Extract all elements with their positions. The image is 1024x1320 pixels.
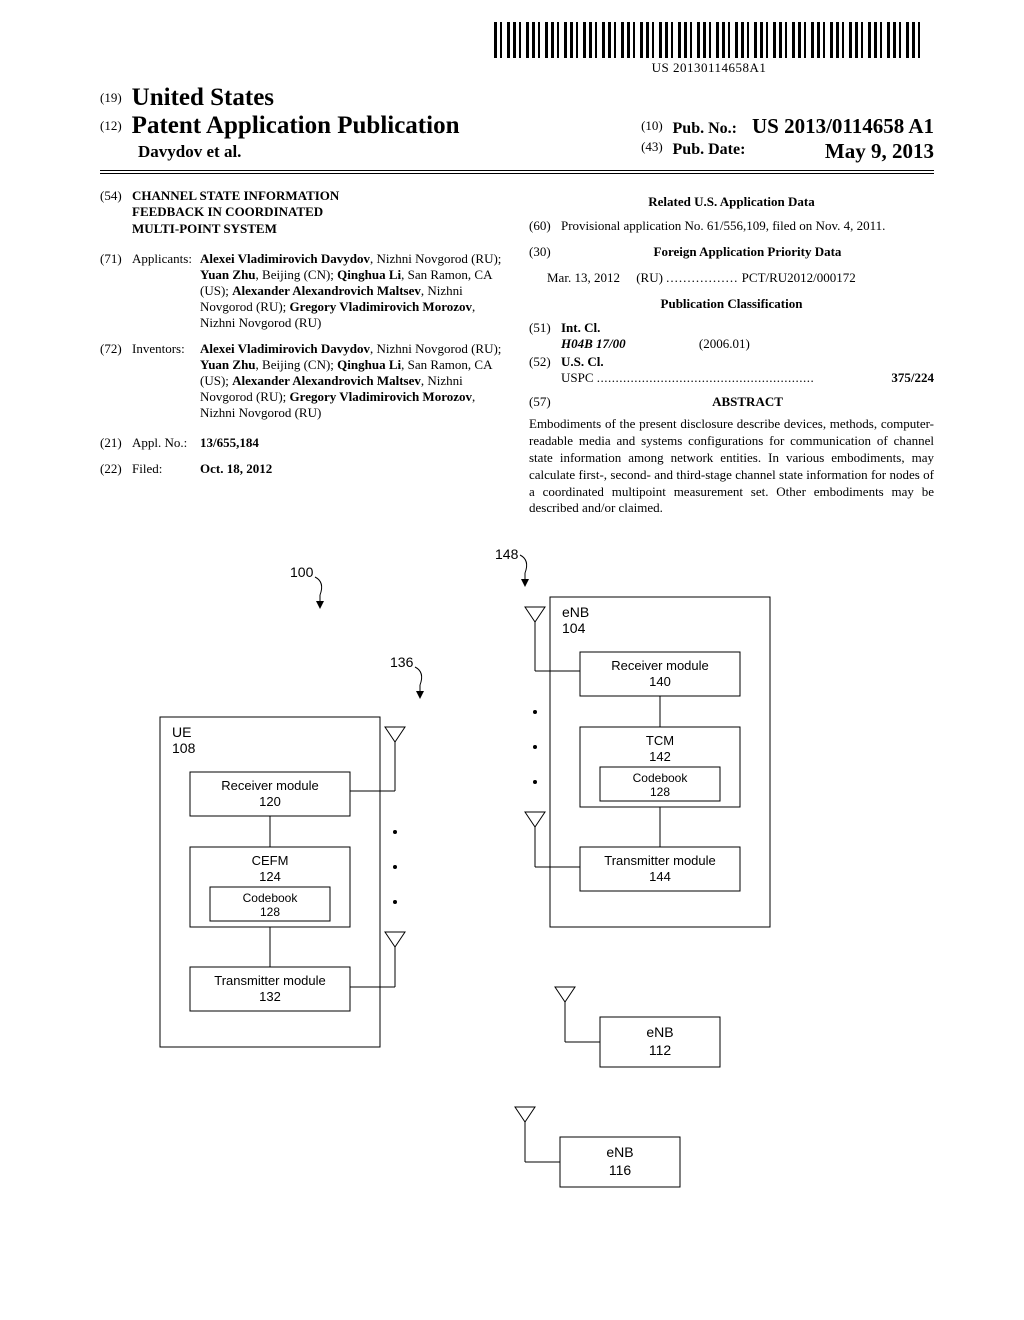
- int-cl-label: Int. Cl.: [561, 320, 934, 336]
- body-columns: (54) CHANNEL STATE INFORMATION FEEDBACK …: [100, 188, 934, 517]
- code-19: (19): [100, 90, 122, 105]
- svg-text:142: 142: [649, 749, 671, 764]
- patent-page: US 20130114658A1 (19) United States (12)…: [0, 0, 1024, 1320]
- code-12: (12): [100, 118, 122, 133]
- svg-text:108: 108: [172, 740, 196, 756]
- publication-type: Patent Application Publication: [132, 112, 460, 139]
- code-30: (30): [529, 244, 561, 260]
- uspc-dots: ........................................…: [597, 370, 815, 385]
- code-60: (60): [529, 218, 561, 234]
- priority-row: Mar. 13, 2012 (RU) ................. PCT…: [547, 270, 934, 286]
- country: United States: [132, 84, 274, 111]
- inventors-text: Alexei Vladimirovich Davydov, Nizhni Nov…: [200, 341, 505, 421]
- invention-title: CHANNEL STATE INFORMATION FEEDBACK IN CO…: [132, 188, 505, 237]
- svg-text:eNB: eNB: [562, 604, 589, 620]
- barcode-area: US 20130114658A1: [494, 22, 924, 76]
- filed-label: Filed:: [132, 461, 200, 477]
- code-51: (51): [529, 320, 561, 352]
- abstract-heading: ABSTRACT: [561, 394, 934, 410]
- int-cl-code: H04B 17/00: [561, 336, 626, 351]
- author-line: Davydov et al.: [138, 142, 459, 162]
- svg-text:144: 144: [649, 869, 671, 884]
- int-cl-year: (2006.01): [699, 336, 750, 351]
- svg-text:120: 120: [259, 794, 281, 809]
- code-54: (54): [100, 188, 132, 237]
- classification-heading: Publication Classification: [529, 296, 934, 312]
- svg-text:Receiver module: Receiver module: [221, 778, 319, 793]
- svg-text:UE: UE: [172, 724, 191, 740]
- code-21: (21): [100, 435, 132, 451]
- svg-text:Receiver module: Receiver module: [611, 658, 709, 673]
- code-43: (43): [641, 139, 663, 154]
- pub-no-value: US 2013/0114658 A1: [752, 114, 934, 138]
- enb-112-block: eNB 112: [555, 987, 720, 1067]
- code-10: (10): [641, 118, 663, 133]
- svg-text:Codebook: Codebook: [243, 891, 299, 905]
- enb-116-block: eNB 116: [515, 1107, 680, 1187]
- code-22: (22): [100, 461, 132, 477]
- divider-thin: [100, 173, 934, 174]
- appl-no-value: 13/655,184: [200, 435, 505, 451]
- inventors-label: Inventors:: [132, 341, 200, 421]
- priority-date: Mar. 13, 2012: [547, 270, 620, 285]
- left-column: (54) CHANNEL STATE INFORMATION FEEDBACK …: [100, 188, 505, 517]
- pub-date-label: Pub. Date:: [673, 141, 746, 158]
- header: (19) United States (12) Patent Applicati…: [100, 84, 934, 174]
- svg-text:128: 128: [260, 905, 280, 919]
- svg-text:Transmitter module: Transmitter module: [604, 853, 716, 868]
- right-column: Related U.S. Application Data (60) Provi…: [529, 188, 934, 517]
- applicants-text: Alexei Vladimirovich Davydov, Nizhni Nov…: [200, 251, 505, 331]
- ref-148: 148: [495, 547, 519, 562]
- foreign-heading: Foreign Application Priority Data: [561, 244, 934, 260]
- svg-text:132: 132: [259, 989, 281, 1004]
- svg-text:128: 128: [650, 785, 670, 799]
- svg-text:116: 116: [609, 1162, 632, 1178]
- ref-100: 100: [290, 564, 314, 580]
- priority-number: PCT/RU2012/000172: [742, 270, 856, 285]
- svg-text:Codebook: Codebook: [633, 771, 689, 785]
- filed-value: Oct. 18, 2012: [200, 461, 505, 477]
- figure-svg: 100 136 UE 108 Receiver module 120 CEFM …: [100, 547, 930, 1247]
- uspc-label: USPC: [561, 370, 594, 385]
- pub-date-value: May 9, 2013: [825, 139, 934, 164]
- related-heading: Related U.S. Application Data: [529, 194, 934, 210]
- priority-country: (RU): [636, 270, 663, 285]
- figures: 100 136 UE 108 Receiver module 120 CEFM …: [100, 547, 934, 1247]
- barcode: [494, 22, 924, 58]
- svg-text:140: 140: [649, 674, 671, 689]
- svg-text:112: 112: [649, 1042, 672, 1058]
- appl-no-label: Appl. No.:: [132, 435, 200, 451]
- code-71: (71): [100, 251, 132, 331]
- svg-text:eNB: eNB: [606, 1144, 633, 1160]
- code-72: (72): [100, 341, 132, 421]
- us-cl-label: U.S. Cl.: [561, 354, 934, 370]
- pub-no-label: Pub. No.:: [673, 120, 737, 137]
- code-52: (52): [529, 354, 561, 386]
- uspc-value: 375/224: [891, 370, 934, 386]
- svg-text:CEFM: CEFM: [252, 853, 289, 868]
- enb-104-block: eNB 104 Receiver module 140 TCM 142 Code…: [525, 597, 770, 927]
- divider-thick: [100, 170, 934, 171]
- svg-text:124: 124: [259, 869, 281, 884]
- code-57: (57): [529, 394, 561, 410]
- svg-text:104: 104: [562, 620, 586, 636]
- provisional-text: Provisional application No. 61/556,109, …: [561, 218, 934, 234]
- svg-text:eNB: eNB: [646, 1024, 673, 1040]
- svg-text:Transmitter module: Transmitter module: [214, 973, 326, 988]
- abstract-text: Embodiments of the present disclosure de…: [529, 416, 934, 517]
- priority-dots: .................: [666, 270, 738, 285]
- barcode-text: US 20130114658A1: [494, 60, 924, 76]
- ref-136: 136: [390, 654, 414, 670]
- svg-text:TCM: TCM: [646, 733, 674, 748]
- ue-block: UE 108 Receiver module 120 CEFM 124 Code…: [160, 717, 405, 1047]
- applicants-label: Applicants:: [132, 251, 200, 331]
